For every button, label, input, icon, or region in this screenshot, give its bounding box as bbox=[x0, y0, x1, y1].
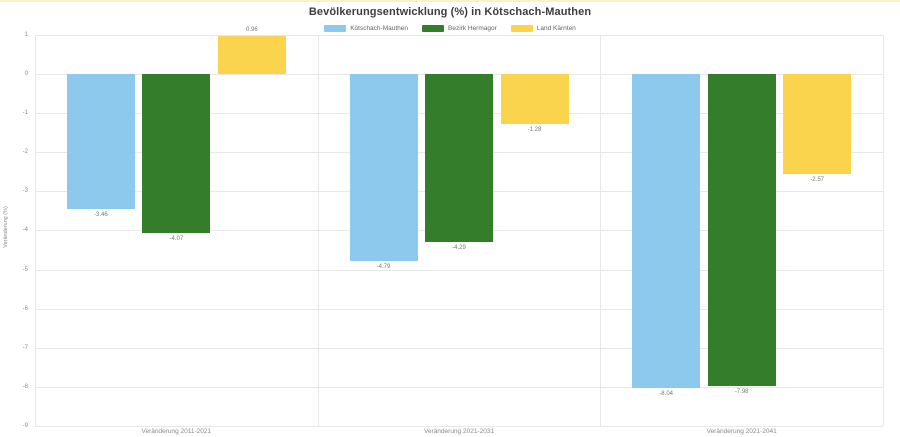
bar-1-group-3[interactable] bbox=[632, 74, 701, 389]
y-tick-label: -5 bbox=[22, 266, 28, 273]
legend-label: Kötschach-Mauthen bbox=[350, 25, 408, 32]
bar-value-label: -8.04 bbox=[659, 391, 673, 398]
bar-value-label: -2.57 bbox=[810, 177, 824, 184]
y-tick-label: 0 bbox=[24, 71, 28, 77]
v-gridline bbox=[317, 35, 319, 426]
legend-swatch-icon bbox=[510, 25, 533, 32]
legend-item-2[interactable]: Bezirk Hermagor bbox=[422, 25, 497, 32]
bar-value-label: -7.98 bbox=[734, 389, 749, 396]
legend-label: Land Kärnten bbox=[536, 25, 576, 32]
bar-value-label: 0.96 bbox=[245, 27, 258, 34]
bar-2-group-3[interactable] bbox=[707, 74, 776, 387]
y-tick-label: -9 bbox=[22, 422, 28, 429]
y-tick-label: -1 bbox=[22, 110, 28, 117]
v-gridline bbox=[600, 35, 602, 426]
chart-title: Bevölkerungsentwicklung (%) in Kötschach… bbox=[308, 6, 592, 18]
chart-legend: Kötschach-Mauthen Bezirk Hermagor Land Kär… bbox=[0, 25, 900, 32]
bar-value-label: -4.29 bbox=[452, 244, 466, 251]
y-tick-label: -2 bbox=[22, 149, 28, 156]
bar-3-group-1[interactable] bbox=[217, 36, 286, 74]
x-category-label: Veränderung 2021-2031 bbox=[423, 428, 495, 435]
y-tick-label: -4 bbox=[22, 227, 28, 234]
y-tick-label: -3 bbox=[22, 188, 28, 195]
bar-3-group-2[interactable] bbox=[500, 74, 569, 125]
legend-item-3[interactable]: Land Kärnten bbox=[510, 25, 576, 32]
h-gridline bbox=[35, 386, 883, 388]
h-gridline bbox=[35, 34, 883, 36]
legend-label: Bezirk Hermagor bbox=[448, 25, 497, 32]
legend-item-1[interactable]: Kötschach-Mauthen bbox=[324, 25, 408, 32]
h-gridline bbox=[35, 308, 883, 310]
y-tick-label: -7 bbox=[22, 344, 28, 351]
y-tick-label: -6 bbox=[22, 305, 28, 312]
h-gridline bbox=[35, 425, 883, 427]
y-tick-label: 1 bbox=[24, 31, 28, 38]
bar-3-group-3[interactable] bbox=[783, 74, 852, 175]
legend-swatch-icon bbox=[324, 25, 347, 32]
bar-2-group-1[interactable] bbox=[142, 74, 211, 234]
bar-value-label: -1.28 bbox=[527, 127, 542, 134]
y-tick-label: -8 bbox=[22, 383, 28, 390]
v-gridline bbox=[35, 35, 36, 426]
bar-1-group-1[interactable] bbox=[66, 74, 135, 210]
bar-value-label: -3.46 bbox=[93, 212, 108, 219]
x-category-label: Veränderung 2021-2041 bbox=[706, 428, 777, 435]
h-gridline bbox=[35, 269, 883, 271]
bar-2-group-2[interactable] bbox=[425, 74, 493, 242]
v-gridline bbox=[883, 35, 884, 426]
bar-1-group-2[interactable] bbox=[349, 74, 418, 262]
bar-value-label: -4.79 bbox=[376, 264, 391, 271]
h-gridline bbox=[35, 347, 883, 349]
legend-swatch-icon bbox=[422, 25, 444, 32]
x-category-label: Veränderung 2011-2021 bbox=[141, 428, 212, 435]
bar-value-label: -4.07 bbox=[169, 236, 184, 243]
